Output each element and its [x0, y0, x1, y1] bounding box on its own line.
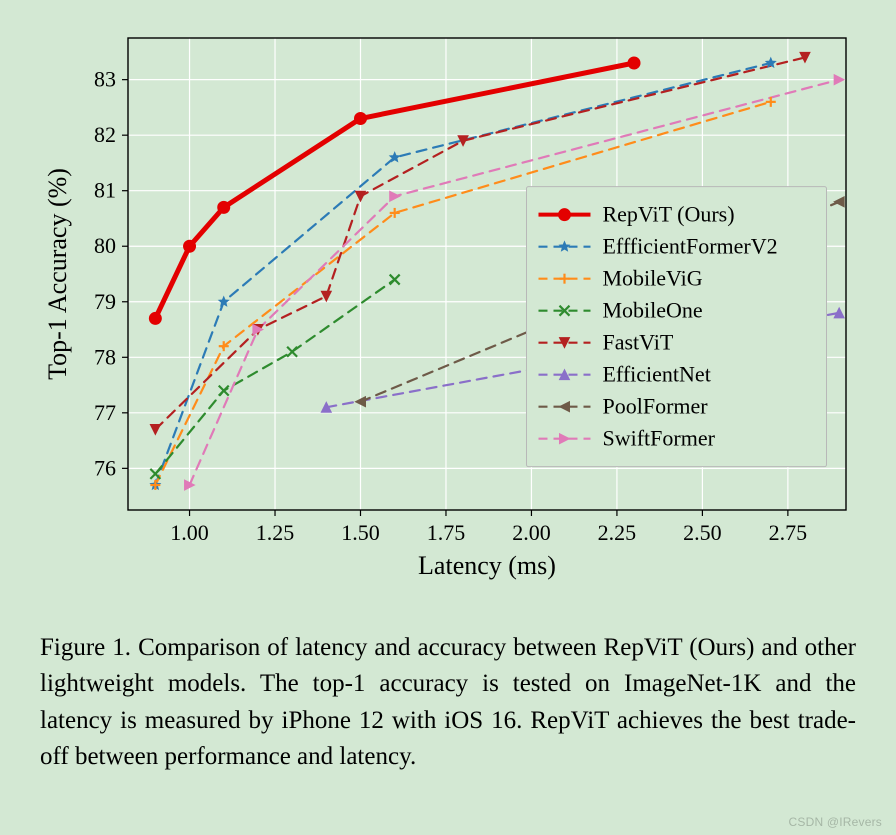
svg-text:2.25: 2.25 — [598, 520, 637, 545]
svg-text:MobileOne: MobileOne — [602, 298, 702, 323]
svg-text:1.50: 1.50 — [341, 520, 380, 545]
svg-text:83: 83 — [94, 67, 116, 92]
svg-text:80: 80 — [94, 233, 116, 258]
svg-text:81: 81 — [94, 178, 116, 203]
svg-text:Top-1 Accuracy (%): Top-1 Accuracy (%) — [43, 168, 72, 380]
svg-text:RepViT (Ours): RepViT (Ours) — [602, 202, 734, 227]
svg-text:82: 82 — [94, 122, 116, 147]
svg-text:PoolFormer: PoolFormer — [602, 394, 708, 419]
svg-text:79: 79 — [94, 289, 116, 314]
watermark: CSDN @IRevers — [789, 815, 882, 829]
svg-text:EfficientNet: EfficientNet — [602, 362, 710, 387]
figure-caption: Figure 1. Comparison of latency and accu… — [40, 630, 856, 775]
svg-text:2.75: 2.75 — [769, 520, 808, 545]
accuracy-latency-chart: 1.00 1.25 1.50 1.75 2.00 2.25 2.50 2.75 76 77 78 79… — [40, 28, 856, 588]
svg-text:2.50: 2.50 — [683, 520, 722, 545]
svg-text:FastViT: FastViT — [602, 330, 673, 355]
svg-text:1.00: 1.00 — [170, 520, 209, 545]
svg-text:1.25: 1.25 — [256, 520, 295, 545]
svg-text:1.75: 1.75 — [427, 520, 466, 545]
svg-text:MobileViG: MobileViG — [602, 266, 702, 291]
svg-text:76: 76 — [94, 455, 116, 480]
svg-text:EffficientFormerV2: EffficientFormerV2 — [602, 234, 777, 259]
svg-text:78: 78 — [94, 344, 116, 369]
svg-text:Latency (ms): Latency (ms) — [418, 551, 556, 580]
svg-text:77: 77 — [94, 400, 116, 425]
svg-text:SwiftFormer: SwiftFormer — [602, 426, 715, 451]
svg-text:2.00: 2.00 — [512, 520, 551, 545]
